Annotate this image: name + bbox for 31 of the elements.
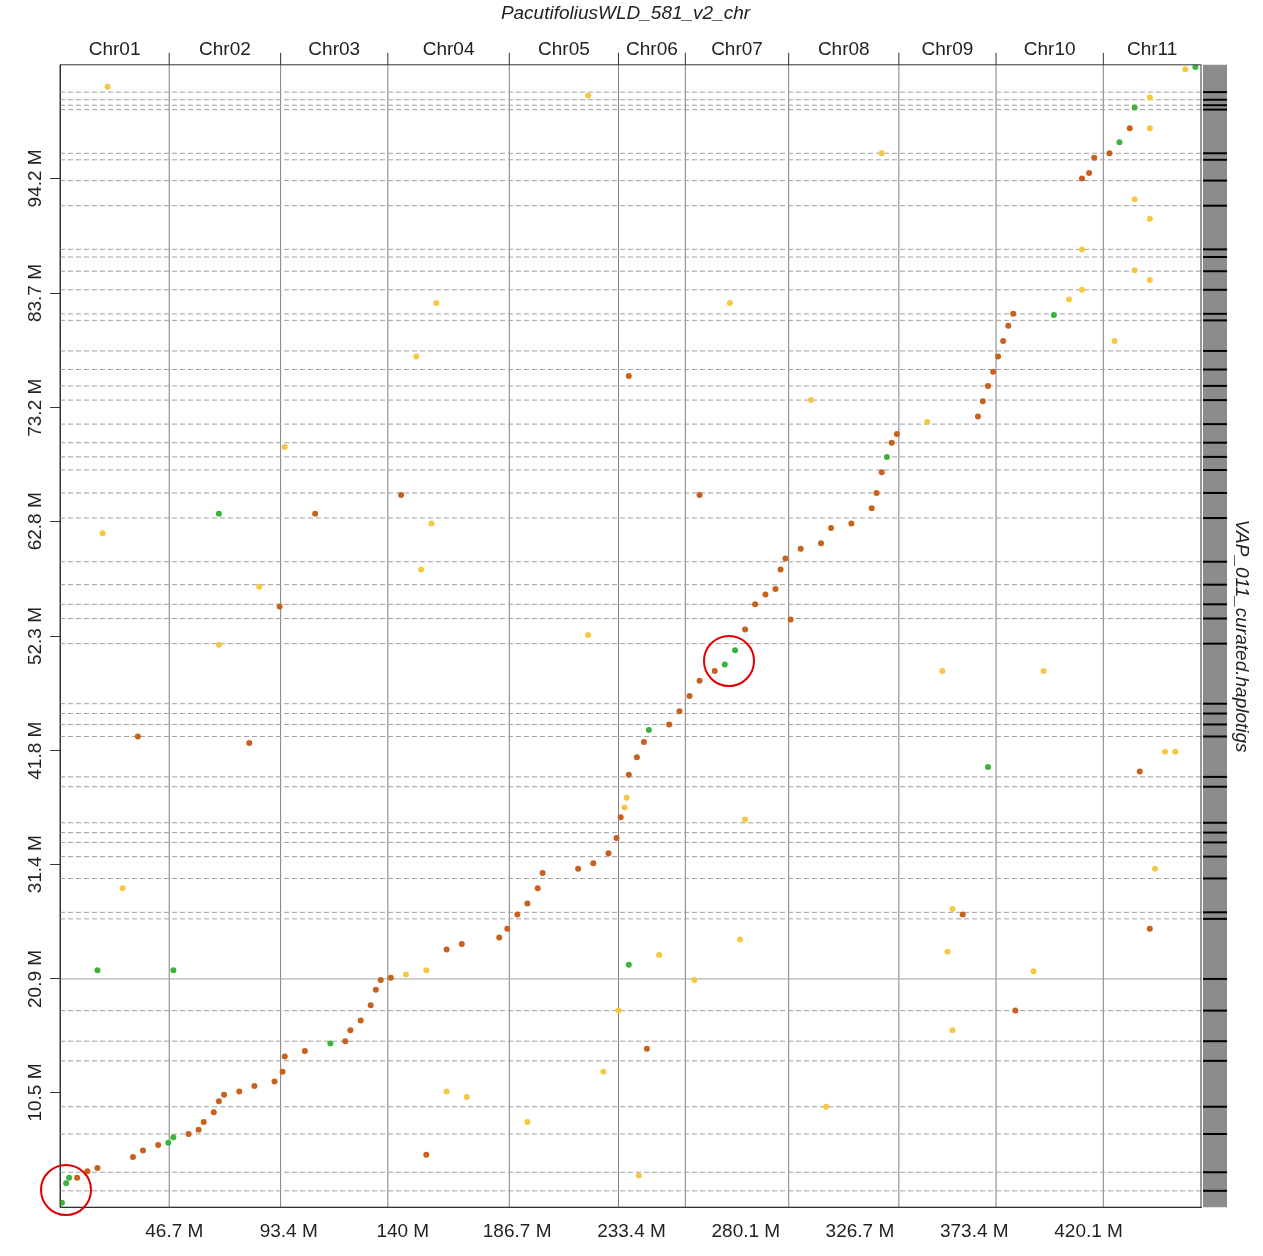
x-tick-label: 420.1 M — [1054, 1219, 1123, 1241]
text: Chr05 — [538, 37, 590, 59]
text: Chr09 — [921, 37, 974, 59]
y-tick-label: 31.4 M — [24, 835, 46, 894]
x2-axis-title: PacutifoliusWLD_581_v2_chr — [500, 1, 751, 23]
y-tick-label: 62.8 M — [24, 492, 46, 551]
x-tick-label: 93.4 M — [259, 1219, 318, 1241]
text: Chr10 — [1023, 37, 1076, 59]
x-tick-label: 140 M — [376, 1219, 430, 1241]
x-tick-label: 326.7 M — [825, 1219, 895, 1241]
text: Chr06 — [626, 37, 678, 59]
y2-axis-title: VAP_011_curated.haplotigs — [1231, 519, 1253, 754]
y-tick-label: 10.5 M — [24, 1063, 46, 1122]
y-tick-label: 41.8 M — [24, 721, 46, 780]
x-tick-label: 373.4 M — [939, 1219, 1009, 1241]
x-tick-label: 46.7 M — [145, 1219, 204, 1241]
text: Chr04 — [422, 37, 475, 59]
x-tick-label: 186.7 M — [482, 1219, 552, 1241]
x-tick-label: 280.1 M — [711, 1219, 781, 1241]
y-tick-label: 94.2 M — [24, 149, 46, 208]
text: Chr08 — [817, 37, 870, 59]
text: Chr11 — [1126, 37, 1178, 59]
text: Chr02 — [199, 37, 251, 59]
y-tick-label: 20.9 M — [24, 949, 46, 1008]
y-tick-label: 52.3 M — [24, 606, 46, 666]
text: Chr01 — [88, 37, 141, 59]
text: Chr03 — [308, 37, 361, 59]
x-tick-label: 233.4 M — [597, 1219, 666, 1241]
text: Chr07 — [711, 37, 763, 59]
y-tick-label: 83.7 M — [24, 264, 46, 323]
y-tick-label: 73.2 M — [24, 378, 46, 437]
